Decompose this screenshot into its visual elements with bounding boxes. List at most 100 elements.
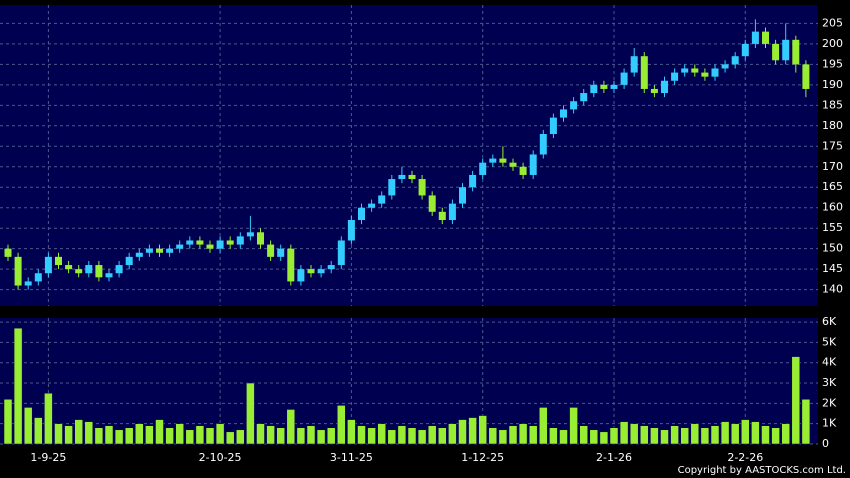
candle-body (580, 93, 588, 102)
y2-tick-label: 5K (822, 335, 837, 348)
volume-bar (791, 356, 801, 445)
y-tick-label: 180 (822, 119, 843, 132)
x-tick-label: 2-1-26 (596, 451, 632, 464)
candle-body (509, 162, 517, 167)
volume-bar (397, 425, 407, 445)
candle-body (297, 269, 305, 282)
volume-bar (539, 407, 548, 445)
y-tick-label: 150 (822, 242, 843, 255)
candle-body (287, 248, 295, 282)
candle-body (236, 236, 244, 245)
price-panel (0, 5, 818, 306)
x-tick-label: 2-10-25 (199, 451, 242, 464)
volume-bar (175, 423, 184, 445)
volume-bar (326, 427, 336, 445)
volume-bar (246, 382, 255, 445)
volume-bar (407, 427, 417, 445)
volume-bar (528, 425, 538, 445)
volume-bar (438, 427, 447, 445)
candle-body (519, 166, 527, 175)
volume-bar (205, 427, 215, 445)
volume-bar (64, 425, 73, 445)
volume-bar (13, 327, 23, 445)
volume-bar (114, 429, 124, 445)
volume-bar (347, 419, 356, 445)
volume-panel (0, 318, 818, 444)
candle-body (438, 211, 446, 220)
y-tick-label: 185 (822, 98, 843, 111)
candle-body (610, 84, 618, 89)
candle-body (65, 265, 73, 270)
volume-bar (720, 421, 730, 445)
volume-bar (74, 419, 83, 445)
candle-body (549, 117, 557, 134)
volume-bar (771, 427, 780, 445)
candle-body (741, 43, 749, 57)
volume-bar (84, 421, 94, 445)
copyright: Copyright by AASTOCKS.com Ltd. (678, 465, 846, 476)
volume-bar (225, 431, 235, 445)
candle-body (115, 265, 123, 274)
candle-body (428, 195, 436, 212)
y-tick-label: 160 (822, 201, 843, 214)
candle-body (671, 72, 679, 81)
candle-body (418, 179, 426, 196)
candle-body (145, 248, 153, 253)
volume-bar (458, 419, 467, 445)
candle-body (448, 203, 456, 220)
volume-bar (468, 417, 477, 445)
candle-body (176, 244, 184, 249)
volume-bar (306, 425, 316, 445)
candle-body (661, 80, 668, 94)
candle-body (156, 248, 163, 253)
volume-bar (145, 425, 154, 445)
volume-bar (761, 425, 770, 445)
y-tick-label: 165 (822, 180, 843, 193)
volume-bar (155, 419, 164, 445)
x-tick-label: 3-11-25 (330, 451, 373, 464)
y2-tick-label: 3K (822, 376, 837, 389)
y-tick-label: 190 (822, 78, 843, 91)
candle-body (620, 72, 628, 85)
volume-bar (3, 399, 13, 445)
candle-body (398, 174, 406, 180)
volume-bar (387, 429, 397, 445)
candle-body (186, 240, 194, 245)
volume-bar (23, 407, 33, 445)
volume-bar (781, 423, 790, 445)
candle-body (34, 273, 42, 282)
candle-body (277, 248, 285, 257)
candle-body (459, 187, 466, 204)
volume-bar (549, 427, 558, 445)
volume-bar (498, 429, 508, 445)
volume-bar (236, 429, 245, 445)
candle-body (95, 265, 103, 278)
volume-bar (599, 431, 609, 445)
candle-body (317, 269, 325, 274)
volume-bar (448, 423, 457, 445)
candle-body (721, 64, 729, 69)
candle-body (388, 179, 396, 196)
candle-body (378, 195, 386, 204)
y-tick-label: 205 (822, 16, 843, 29)
candle-body (782, 39, 790, 61)
candle-body (105, 273, 113, 278)
volume-bar (266, 425, 275, 445)
candle-body (55, 256, 62, 266)
volume-bar (660, 429, 669, 445)
volume-bar (619, 421, 629, 445)
volume-bar (427, 425, 437, 445)
candle-body (560, 109, 567, 118)
volume-bar (680, 427, 689, 445)
candle-body (630, 56, 638, 73)
candle-body (4, 248, 12, 257)
candle-body (206, 244, 214, 249)
volume-bar (700, 427, 710, 445)
y-tick-label: 200 (822, 37, 843, 50)
candle-body (408, 174, 416, 180)
y-tick-label: 170 (822, 160, 843, 173)
x-tick-label: 1-9-25 (30, 451, 66, 464)
volume-bar (34, 417, 43, 445)
candle-body (337, 240, 345, 266)
